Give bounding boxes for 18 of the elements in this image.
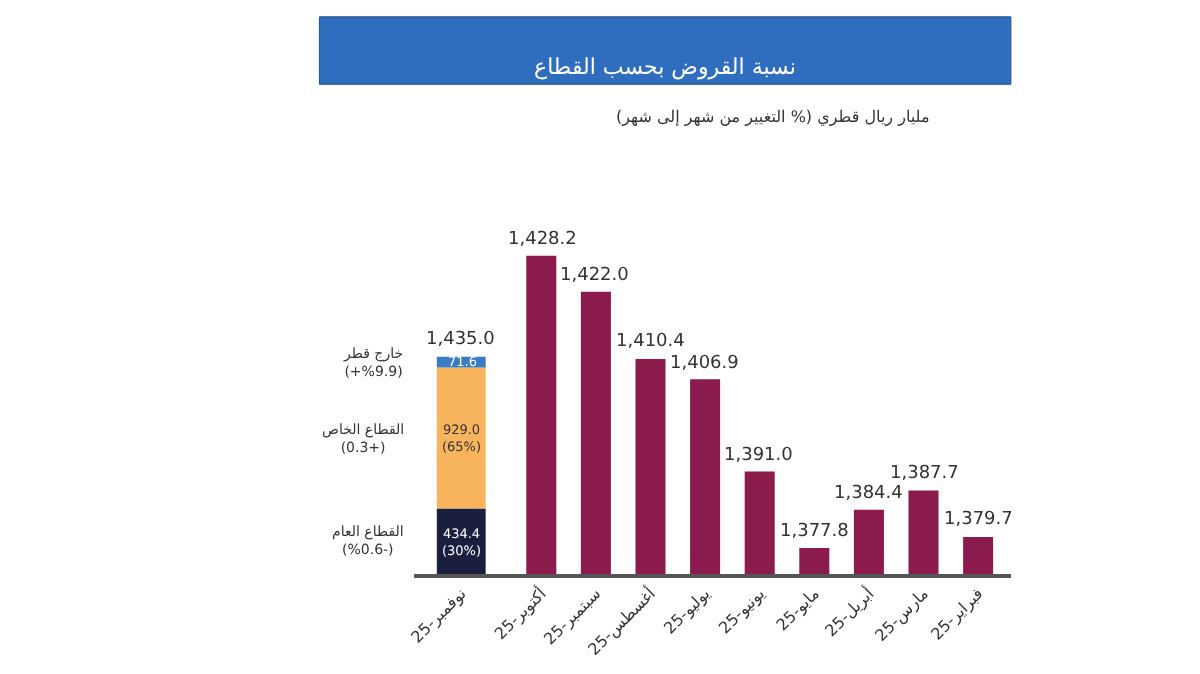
x-tick-label: مايو-25 bbox=[773, 584, 823, 635]
data-label: 1,422.0 bbox=[560, 266, 630, 286]
data-label: 1,391.0 bbox=[724, 446, 794, 466]
chart-subtitle: مليار ريال قطري (% التغيير من شهر إلى شهر) bbox=[616, 108, 930, 126]
data-label: 1,379.7 bbox=[944, 510, 1013, 530]
chart-title: نسبة القروض بحسب القطاع bbox=[534, 54, 796, 80]
x-tick-label: أكتوبر-25 bbox=[489, 583, 550, 644]
x-tick-label: فبراير-25 bbox=[927, 584, 987, 644]
data-label: 1,384.4 bbox=[834, 484, 904, 504]
x-tick-label: نوفمبر-25 bbox=[407, 584, 470, 647]
data-label: 1,406.9 bbox=[670, 354, 740, 374]
data-label: 1,428.2 bbox=[508, 230, 577, 250]
x-tick-label: يوليو-25 bbox=[660, 584, 714, 638]
data-label: 1,387.7 bbox=[890, 464, 959, 484]
data-label: 1,377.8 bbox=[780, 522, 850, 542]
x-tick-label: يونيو-25 bbox=[715, 584, 769, 638]
total-label: 1,435.0 bbox=[426, 330, 496, 350]
data-label: 1,410.4 bbox=[616, 332, 686, 352]
